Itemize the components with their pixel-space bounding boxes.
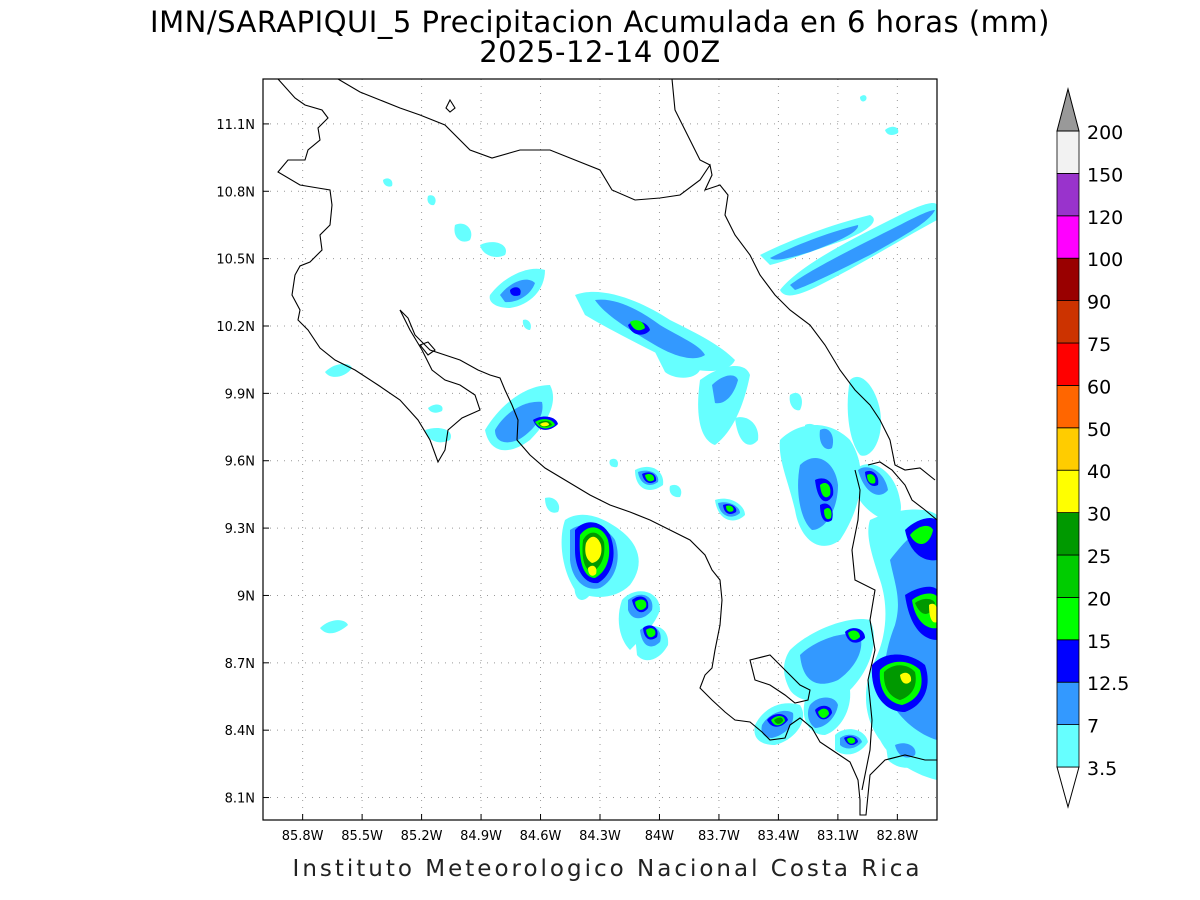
- colorbar-label: 200: [1087, 122, 1123, 144]
- colorbar-swatch: [1056, 427, 1080, 471]
- colorbar-label: 120: [1087, 207, 1123, 229]
- y-tick-label: 8.7N: [225, 657, 255, 672]
- precipitation-field: [320, 95, 937, 780]
- colorbar-swatch: [1056, 215, 1080, 259]
- x-axis: 85.8W 85.5W 85.2W 84.9W 84.6W 84.3W 84W 83.7W 83…: [282, 814, 918, 844]
- colorbar-label: 100: [1087, 249, 1123, 271]
- colorbar-label: 60: [1087, 376, 1111, 398]
- x-tick-label: 82.8W: [876, 829, 918, 844]
- x-tick-label: 85.2W: [401, 829, 443, 844]
- colorbar-swatch: [1056, 172, 1080, 217]
- footer-credit: Instituto Meteorologico Nacional Costa R…: [292, 856, 923, 882]
- colorbar-swatch: [1056, 681, 1080, 726]
- x-tick-label: 83.7W: [698, 829, 740, 844]
- y-tick-label: 8.4N: [225, 724, 255, 739]
- colorbar-swatch: [1056, 724, 1080, 768]
- colorbar-min-arrow: [1056, 766, 1080, 809]
- map-title: IMN/SARAPIQUI_5 Precipitacion Acumulada …: [150, 5, 1050, 39]
- coastline-borders: [277, 79, 937, 816]
- colorbar-label: 75: [1087, 334, 1111, 356]
- colorbar-label: 20: [1087, 588, 1111, 610]
- colorbar-swatch: [1056, 469, 1080, 514]
- colorbar-swatch: [1056, 554, 1080, 598]
- map-subtitle-datetime: 2025-12-14 00Z: [479, 35, 721, 69]
- grid-lines: [263, 79, 937, 820]
- x-tick-label: 84.6W: [520, 829, 562, 844]
- colorbar-label: 15: [1087, 631, 1111, 653]
- y-tick-label: 10.2N: [216, 320, 255, 335]
- y-tick-label: 11.1N: [216, 118, 255, 133]
- y-tick-label: 9.6N: [225, 455, 255, 470]
- y-tick-label: 9.3N: [225, 522, 255, 537]
- x-tick-label: 85.8W: [282, 829, 324, 844]
- colorbar-label: 7: [1087, 716, 1099, 738]
- colorbar-label: 12.5: [1087, 673, 1129, 695]
- y-axis: 8.1N 8.4N 8.7N 9N 9.3N 9.6N 9.9N 10.2N 10.5N 10.8…: [216, 118, 269, 807]
- y-tick-label: 10.8N: [216, 185, 255, 200]
- colorbar-swatch: [1056, 597, 1080, 641]
- colorbar-swatch: [1056, 300, 1080, 344]
- colorbar-swatch: [1056, 130, 1080, 174]
- x-tick-label: 85.5W: [341, 829, 383, 844]
- x-tick-label: 84.3W: [579, 829, 621, 844]
- colorbar-label: 90: [1087, 292, 1111, 314]
- x-tick-label: 83.4W: [758, 829, 800, 844]
- x-tick-label: 84W: [645, 829, 675, 844]
- colorbar-label: 150: [1087, 164, 1123, 186]
- y-tick-label: 10.5N: [216, 253, 255, 268]
- colorbar-legend: 3.5 7 12.5 15 20 25 30 40 50 60 75 90 100 120 150 200: [1056, 87, 1129, 809]
- colorbar-swatch: [1056, 342, 1080, 386]
- colorbar-label: 30: [1087, 504, 1111, 526]
- x-tick-label: 83.1W: [817, 829, 859, 844]
- colorbar-max-arrow: [1056, 87, 1080, 132]
- y-tick-label: 9.9N: [225, 387, 255, 402]
- colorbar-label: 25: [1087, 546, 1111, 568]
- colorbar-label: 3.5: [1087, 758, 1117, 780]
- colorbar-swatch: [1056, 512, 1080, 556]
- colorbar-label: 50: [1087, 419, 1111, 441]
- colorbar-swatch: [1056, 639, 1080, 683]
- y-tick-label: 9N: [237, 589, 255, 604]
- y-tick-label: 8.1N: [225, 792, 255, 807]
- colorbar-swatch: [1056, 257, 1080, 302]
- colorbar-label: 40: [1087, 461, 1111, 483]
- colorbar-swatch: [1056, 384, 1080, 429]
- x-tick-label: 84.9W: [460, 829, 502, 844]
